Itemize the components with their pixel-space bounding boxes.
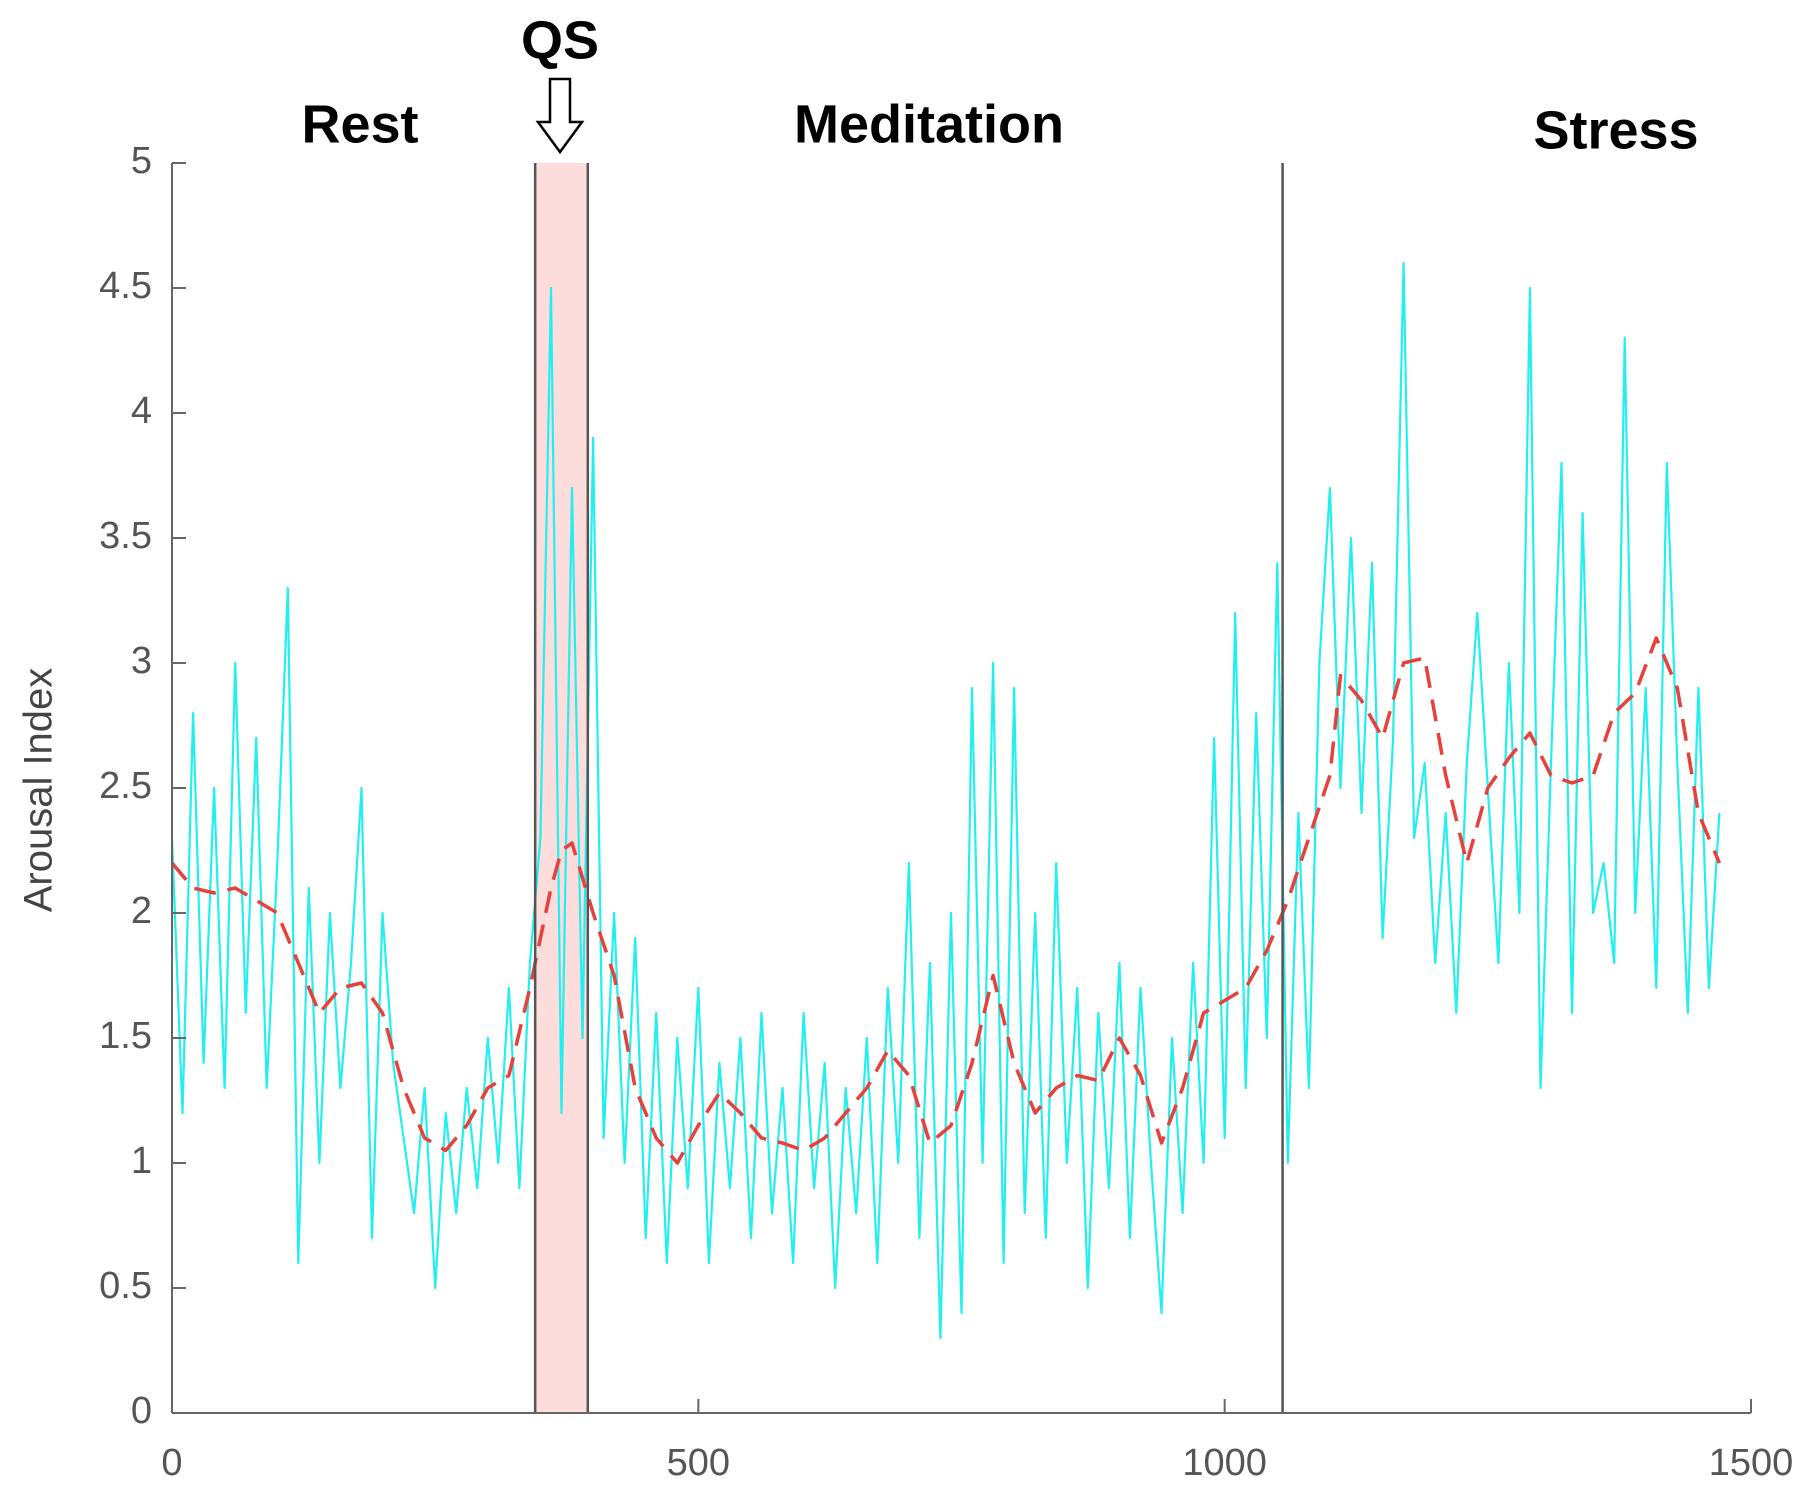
phase-label: Stress	[1533, 100, 1698, 160]
y-tick-label: 4.5	[99, 265, 152, 307]
series-line	[170, 261, 1721, 1340]
arrow	[535, 77, 585, 155]
y-tick-label: 3	[131, 640, 152, 682]
y-tick-label: 2.5	[99, 765, 152, 807]
phase-label: QS	[521, 10, 599, 70]
x-tick-label: 1000	[1182, 1442, 1267, 1484]
x-tick-label: 500	[667, 1442, 730, 1484]
y-tick-label: 5	[131, 140, 152, 182]
y-tick-label: 4	[131, 390, 152, 432]
series-line	[170, 636, 1722, 1165]
phase-label: Meditation	[794, 94, 1064, 154]
y-tick-label: 1.5	[99, 1015, 152, 1057]
y-tick-label: 3.5	[99, 515, 152, 557]
y-axis-label: Arousal Index	[17, 668, 61, 913]
phase-label: Rest	[301, 94, 418, 154]
y-tick-label: 2	[131, 890, 152, 932]
y-tick-label: 1	[131, 1140, 152, 1182]
x-tick-label: 0	[161, 1442, 182, 1484]
highlight-band	[535, 163, 588, 1413]
y-tick-label: 0.5	[99, 1265, 152, 1307]
y-tick-label: 0	[131, 1390, 152, 1432]
x-tick-label: 1500	[1709, 1442, 1794, 1484]
